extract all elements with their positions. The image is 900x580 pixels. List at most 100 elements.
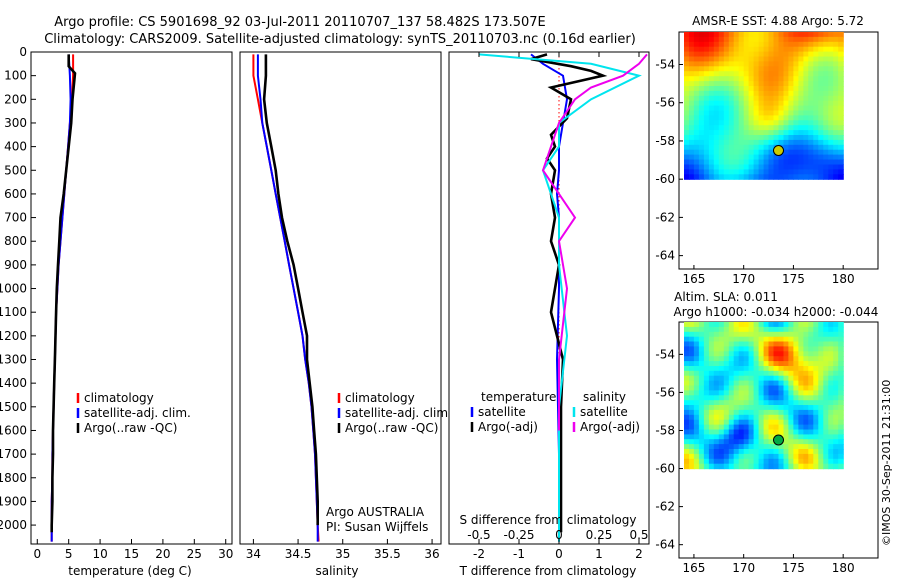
sst-cell [773, 174, 780, 180]
sst-cell [778, 115, 785, 121]
sla-cell [833, 453, 839, 460]
sst-cell [833, 164, 839, 170]
sla-cell [698, 361, 705, 367]
sla-cell [758, 458, 765, 465]
sla-cell [798, 351, 804, 357]
sla-cell [748, 366, 755, 372]
sla-cell [753, 341, 760, 347]
sst-cell [808, 41, 814, 48]
sst-cell [773, 76, 780, 82]
sst-cell [738, 46, 745, 53]
sla-cell [803, 361, 809, 367]
sst-cell [808, 56, 814, 62]
sla-cell [703, 453, 710, 460]
sla-cell [698, 444, 705, 450]
sst-cell [818, 164, 824, 170]
sla-cell [838, 405, 844, 411]
sst-cell [758, 110, 765, 116]
sst-cell [738, 61, 745, 67]
sla-cell [693, 370, 700, 377]
sla-cell [684, 380, 690, 387]
sla-cell [838, 409, 844, 416]
sla-cell [803, 370, 809, 377]
sla-cell [733, 444, 740, 450]
sla-cell [723, 375, 730, 382]
sla-cell [728, 380, 735, 387]
sla-cell [748, 449, 755, 455]
sla-cell [698, 453, 705, 460]
sst-cell [823, 149, 829, 156]
t-difference-label: T difference from climatology [459, 564, 637, 578]
sla-cell [713, 444, 720, 450]
sst-cell [723, 86, 730, 92]
sst-cell [713, 32, 720, 38]
sst-cell [803, 41, 809, 48]
sst-cell [748, 76, 755, 82]
sst-cell [793, 139, 799, 146]
sst-cell [828, 76, 834, 82]
sst-cell [738, 130, 745, 136]
sla-cell [813, 336, 819, 343]
sla-cell [748, 375, 755, 382]
sla-cell [758, 419, 765, 426]
sst-cell [708, 120, 715, 126]
sla-cell [803, 439, 809, 445]
sst-cell [768, 115, 775, 121]
sla-cell [684, 429, 690, 435]
sla-cell [763, 395, 770, 401]
sst-cell [703, 154, 710, 161]
sla-cell [788, 390, 794, 396]
sla-cell [753, 336, 760, 343]
sla-cell [818, 449, 824, 455]
legend-label: satellite [580, 405, 628, 419]
sla-cell [833, 429, 839, 435]
sst-cell [778, 154, 785, 161]
sla-cell [803, 326, 809, 333]
sst-cell [684, 56, 690, 62]
sst-cell [788, 71, 794, 77]
sst-cell [798, 71, 804, 77]
sla-cell [788, 419, 794, 426]
sst-cell [838, 100, 844, 107]
sst-cell [773, 169, 780, 175]
sst-cell [718, 51, 725, 58]
sst-cell [693, 144, 700, 151]
sla-cell [684, 390, 690, 396]
sst-cell [748, 81, 755, 87]
sla-cell [758, 439, 765, 445]
sst-cell [733, 169, 740, 175]
sla-cell [778, 429, 785, 435]
sla-cell [733, 322, 740, 328]
sst-cell [768, 110, 775, 116]
sla-cell [698, 351, 705, 357]
sst-cell [813, 135, 819, 141]
sst-cell [728, 51, 735, 58]
sla-cell [723, 449, 730, 455]
sla-cell [828, 331, 834, 338]
sst-cell [798, 159, 804, 165]
sst-cell [833, 144, 839, 151]
sla-cell [833, 346, 839, 352]
sst-cell [788, 169, 794, 175]
sla-cell [728, 439, 735, 445]
sla-cell [798, 385, 804, 391]
sla-cell [788, 336, 794, 343]
sla-cell [808, 341, 814, 347]
sla-cell [693, 439, 700, 445]
sst-cell [743, 76, 750, 82]
sst-cell [708, 76, 715, 82]
sla-lat-tick-label: -64 [655, 538, 675, 552]
sla-cell [773, 395, 780, 401]
sst-cell [738, 144, 745, 151]
sst-cell [793, 154, 799, 161]
sla-cell [808, 380, 814, 387]
sst-cell [753, 139, 760, 146]
sst-cell [689, 66, 695, 72]
depth-tick-label: 300 [4, 116, 27, 130]
sst-cell [828, 164, 834, 170]
sst-cell [823, 71, 829, 77]
sst-cell [823, 174, 829, 180]
sla-cell [768, 424, 775, 431]
sst-cell [728, 100, 735, 107]
sst-cell [758, 159, 765, 165]
